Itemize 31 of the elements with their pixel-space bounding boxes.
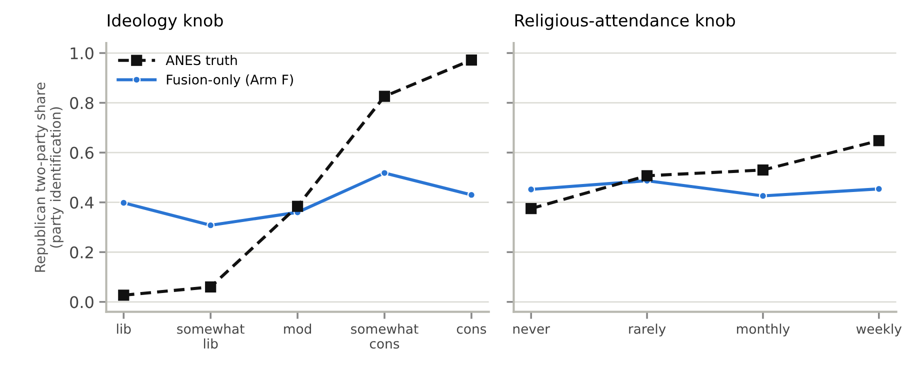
y-tick-label: 0.2 — [70, 246, 93, 258]
point — [757, 164, 769, 176]
x-tick-label: somewhat lib — [177, 324, 244, 349]
y-axis-title: Republican two-party share (party identification) — [34, 82, 64, 272]
point — [206, 221, 215, 230]
x-tick-label: weekly — [856, 324, 902, 336]
point — [466, 54, 477, 66]
point — [378, 90, 390, 102]
y-tick-label: 0.0 — [70, 296, 94, 308]
x-tick-label: somewhat cons — [351, 324, 418, 349]
x-tick-label: monthly — [737, 324, 790, 336]
chart-title: Ideology knob — [108, 14, 223, 30]
point — [118, 290, 130, 301]
point — [120, 198, 128, 207]
legend-label: ANES truth — [166, 54, 237, 66]
x-tick-label: never — [513, 326, 550, 334]
point — [873, 135, 884, 146]
y-tick-label: 0.4 — [70, 196, 94, 209]
point — [641, 170, 653, 182]
chart-title: Religious-attendance knob — [515, 14, 735, 30]
x-tick-label: cons — [456, 326, 486, 334]
x-tick-label: lib — [117, 324, 131, 334]
y-tick-label: 0.6 — [70, 146, 94, 159]
point — [526, 203, 537, 214]
x-tick-label: rarely — [629, 324, 666, 336]
y-tick-label: 1.0 — [70, 47, 94, 60]
x-tick-label: mod — [284, 324, 311, 334]
point — [292, 200, 304, 212]
legend-label: Fusion-only (Arm F) — [166, 74, 293, 88]
point — [205, 281, 216, 293]
y-tick-label: 0.8 — [70, 97, 94, 110]
